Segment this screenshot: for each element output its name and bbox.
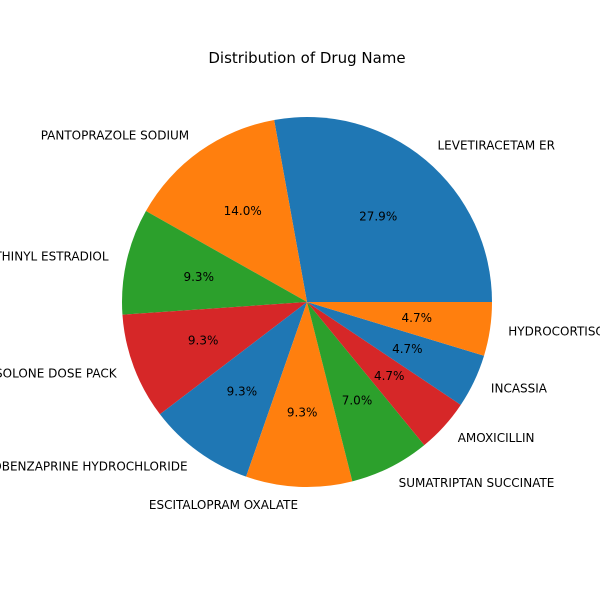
slice-label-escitalopram-oxalate: ESCITALOPRAM OXALATE bbox=[149, 498, 298, 512]
pie-slice-pantoprazole-sodium bbox=[145, 119, 307, 302]
slice-percent-sumatriptan-succinate: 7.0% bbox=[342, 394, 373, 408]
slice-percent-escitalopram-oxalate: 9.3% bbox=[287, 405, 318, 419]
slice-label-pantoprazole-sodium: PANTOPRAZOLE SODIUM bbox=[41, 129, 189, 143]
slice-label-cyclobenzaprine-hydrochloride: CYCLOBENZAPRINE HYDROCHLORIDE bbox=[0, 459, 188, 473]
slice-percent-hydrocortisone: 4.7% bbox=[402, 311, 433, 325]
slice-label-sumatriptan-succinate: SUMATRIPTAN SUCCINATE bbox=[399, 476, 555, 490]
pie-slice-methylprednisolone-dose-pack bbox=[122, 302, 307, 415]
slice-percent-cyclobenzaprine-hydrochloride: 9.3% bbox=[227, 384, 258, 398]
slice-label-ethinyl-estradiol: ETHINYL ESTRADIOL bbox=[0, 250, 109, 264]
slice-label-methylprednisolone-dose-pack: METHYLPREDNISOLONE DOSE PACK bbox=[0, 366, 118, 380]
pie-slice-sumatriptan-succinate bbox=[307, 302, 425, 482]
slice-label-levetiracetam-er: LEVETIRACETAM ER bbox=[437, 138, 554, 152]
slice-percent-amoxicillin: 4.7% bbox=[374, 369, 405, 383]
slice-percent-methylprednisolone-dose-pack: 9.3% bbox=[188, 334, 219, 348]
pie-slice-escitalopram-oxalate bbox=[246, 302, 353, 487]
slice-percent-levetiracetam-er: 27.9% bbox=[359, 209, 397, 223]
pie-slice-ethinyl-estradiol bbox=[122, 211, 308, 315]
slice-label-incassia: INCASSIA bbox=[491, 382, 548, 396]
slice-label-amoxicillin: AMOXICILLIN bbox=[458, 431, 535, 445]
pie-slice-hydrocortisone bbox=[307, 302, 492, 356]
pie-slices bbox=[122, 117, 492, 487]
pie-slice-amoxicillin bbox=[307, 302, 461, 446]
pie-labels: LEVETIRACETAM ER 27.9% PANTOPRAZOLE SODIUM… bbox=[0, 129, 600, 512]
pie-slice-levetiracetam-er bbox=[274, 117, 492, 303]
pie-slice-incassia bbox=[307, 302, 485, 405]
slice-percent-incassia: 4.7% bbox=[392, 342, 423, 356]
pie-slice-cyclobenzaprine-hydrochloride bbox=[159, 302, 307, 477]
chart-title: Distribution of Drug Name bbox=[208, 49, 405, 67]
slice-percent-ethinyl-estradiol: 9.3% bbox=[183, 270, 214, 284]
slice-percent-pantoprazole-sodium: 14.0% bbox=[224, 204, 262, 218]
slice-label-hydrocortisone: HYDROCORTISONE bbox=[508, 324, 600, 338]
